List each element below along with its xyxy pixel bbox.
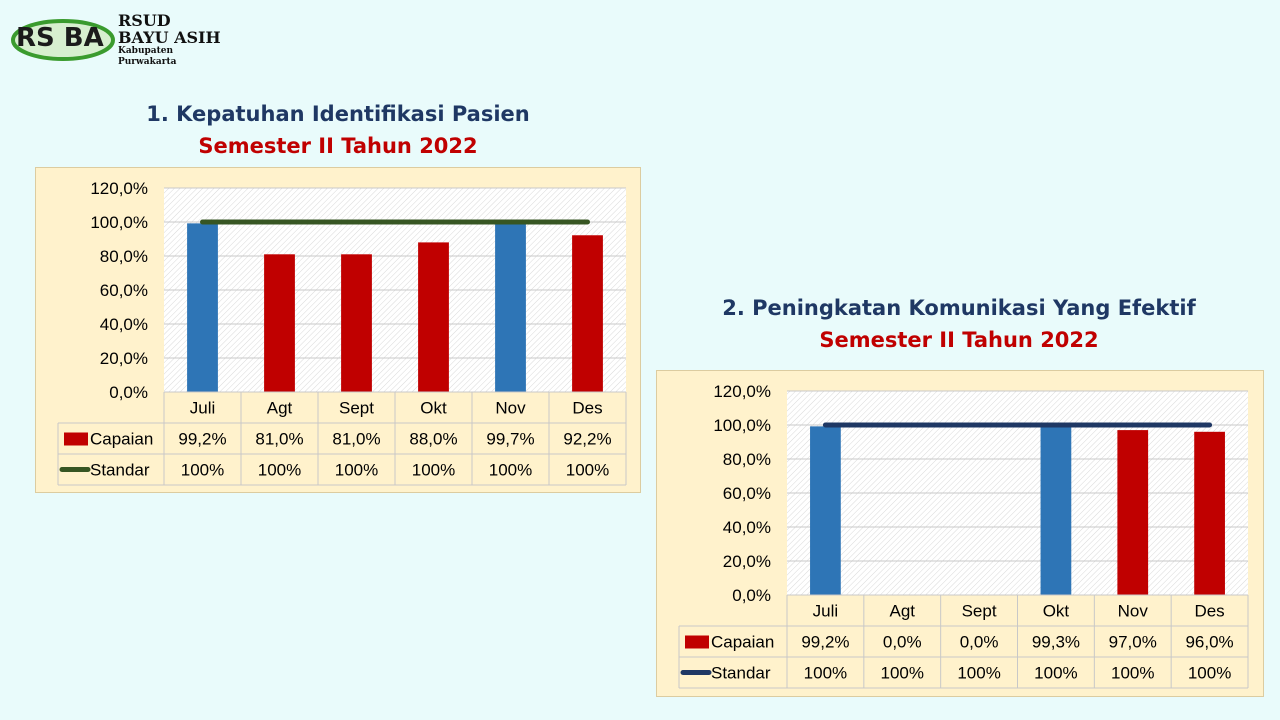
standar-value-label: 100% <box>258 461 301 480</box>
capaian-value-label: 88,0% <box>409 430 457 449</box>
y-tick-label: 60,0% <box>100 281 148 300</box>
x-tick-label: Juli <box>190 399 216 418</box>
capaian-bar <box>341 254 372 392</box>
capaian-bar <box>810 426 841 595</box>
x-tick-label: Okt <box>1043 602 1070 621</box>
chart1-title: 1. Kepatuhan Identifikasi Pasien <box>146 102 530 126</box>
standar-value-label: 100% <box>181 461 224 480</box>
capaian-bar <box>264 254 295 392</box>
x-tick-label: Nov <box>1118 602 1149 621</box>
y-tick-label: 120,0% <box>90 179 148 198</box>
standar-value-label: 100% <box>1111 664 1154 683</box>
legend-capaian-key <box>685 635 709 649</box>
y-tick-label: 40,0% <box>100 315 148 334</box>
chart2-svg: 0,0% 20,0% 40,0% 60,0% 80,0% 100,0% 120,0% Juli… <box>678 382 1249 689</box>
capaian-value-label: 99,2% <box>801 633 849 652</box>
chart2-panel: 0,0% 20,0% 40,0% 60,0% 80,0% 100,0% 120,0% Juli… <box>656 370 1264 697</box>
standar-value-label: 100% <box>881 664 924 683</box>
logo-name-2: BAYU ASIH <box>118 28 221 47</box>
legend-capaian-label: Capaian <box>90 430 153 449</box>
capaian-value-label: 97,0% <box>1109 633 1157 652</box>
standar-value-label: 100% <box>566 461 609 480</box>
legend-capaian-key <box>64 432 88 446</box>
x-tick-label: Des <box>572 399 602 418</box>
x-tick-label: Juli <box>813 602 839 621</box>
capaian-value-label: 92,2% <box>563 430 611 449</box>
logo-name: RSUD <box>118 11 171 30</box>
logo-mark: RS BA <box>16 23 104 53</box>
y-tick-label: 120,0% <box>713 382 771 401</box>
y-tick-label: 100,0% <box>90 213 148 232</box>
capaian-value-label: 96,0% <box>1185 633 1233 652</box>
standar-value-label: 100% <box>412 461 455 480</box>
logo-region: Kabupaten Purwakarta <box>118 46 177 67</box>
hospital-logo: RS BA RSUD BAYU ASIH Kabupaten Purwakart… <box>8 10 228 67</box>
legend-capaian-label: Capaian <box>711 633 774 652</box>
capaian-bar <box>1117 430 1149 595</box>
capaian-value-label: 99,2% <box>178 430 226 449</box>
y-tick-label: 0,0% <box>732 586 771 605</box>
y-tick-label: 60,0% <box>723 484 771 503</box>
capaian-value-label: 81,0% <box>255 430 303 449</box>
standar-value-label: 100% <box>804 664 847 683</box>
x-tick-label: Sept <box>339 399 374 418</box>
x-tick-label: Agt <box>889 602 915 621</box>
capaian-bar <box>495 222 526 392</box>
hospital-emblem-icon: RS BA <box>11 19 115 61</box>
capaian-bar <box>418 242 449 392</box>
standar-value-label: 100% <box>957 664 1000 683</box>
y-tick-label: 0,0% <box>109 383 148 402</box>
capaian-value-label: 99,3% <box>1032 633 1080 652</box>
chart1-panel: 0,0% 20,0% 40,0% 60,0% 80,0% 100,0% 120,0% Juli… <box>35 167 641 493</box>
y-tick-label: 40,0% <box>723 518 771 537</box>
capaian-value-label: 99,7% <box>486 430 534 449</box>
x-tick-label: Des <box>1194 602 1224 621</box>
standar-value-label: 100% <box>335 461 378 480</box>
y-tick-label: 80,0% <box>723 450 771 469</box>
capaian-value-label: 0,0% <box>883 633 922 652</box>
capaian-value-label: 81,0% <box>332 430 380 449</box>
capaian-value-label: 0,0% <box>960 633 999 652</box>
x-tick-label: Nov <box>495 399 526 418</box>
capaian-bar <box>187 223 218 392</box>
x-tick-label: Agt <box>267 399 293 418</box>
chart1-subtitle: Semester II Tahun 2022 <box>198 134 478 158</box>
x-tick-label: Okt <box>420 399 447 418</box>
chart2-subtitle: Semester II Tahun 2022 <box>819 328 1099 352</box>
chart2-title: 2. Peningkatan Komunikasi Yang Efektif <box>722 296 1196 320</box>
x-tick-label: Sept <box>962 602 997 621</box>
capaian-bar <box>1194 431 1225 595</box>
legend-standar-label: Standar <box>90 461 150 480</box>
chart1-svg: 0,0% 20,0% 40,0% 60,0% 80,0% 100,0% 120,0% Juli… <box>57 179 627 486</box>
capaian-bar <box>572 235 603 392</box>
legend-standar-label: Standar <box>711 664 771 683</box>
y-tick-label: 20,0% <box>723 552 771 571</box>
y-tick-label: 100,0% <box>713 416 771 435</box>
capaian-bar <box>1040 426 1072 595</box>
y-tick-label: 20,0% <box>100 349 148 368</box>
standar-value-label: 100% <box>1188 664 1231 683</box>
standar-value-label: 100% <box>1034 664 1077 683</box>
y-tick-label: 80,0% <box>100 247 148 266</box>
standar-value-label: 100% <box>489 461 532 480</box>
